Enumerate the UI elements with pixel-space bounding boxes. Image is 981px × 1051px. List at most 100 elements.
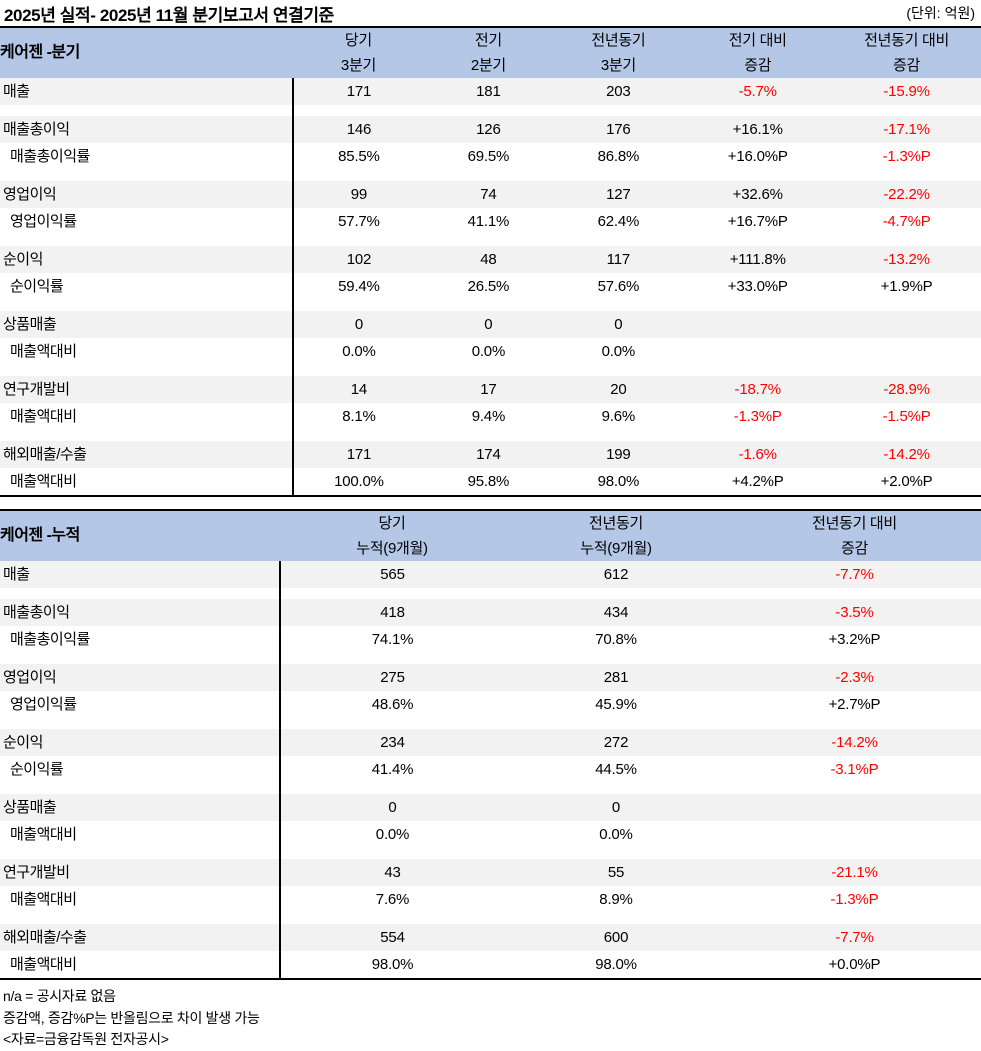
row-value: 70.8% <box>504 626 728 653</box>
row-spacer-label-cell <box>0 235 295 246</box>
row-value: 176 <box>553 116 684 143</box>
row-value: 117 <box>553 246 684 273</box>
table-spacer <box>0 497 981 509</box>
row-spacer-cell <box>423 170 554 181</box>
row-value: 99 <box>293 181 424 208</box>
quarter-col-header-4-line2: 증감 <box>832 53 981 78</box>
row-value: 74.1% <box>280 626 504 653</box>
row-value: 98.0% <box>280 951 504 979</box>
quarter-col-header-3-line1: 전기 대비 <box>683 27 833 53</box>
row-spacer-label-cell <box>0 588 281 599</box>
row-label: 매출액대비 <box>0 951 281 979</box>
row-value: 181 <box>423 78 554 105</box>
row-value: 203 <box>553 78 684 105</box>
row-value: 9.4% <box>423 403 554 430</box>
row-spacer <box>0 430 981 441</box>
row-spacer <box>0 848 981 859</box>
row-value <box>728 794 981 821</box>
cumulative-table-head: 케어젠 -누적 당기 전년동기 전년동기 대비 누적(9개월) 누적(9개월) … <box>0 510 981 561</box>
row-value: 275 <box>280 664 504 691</box>
row-value: 20 <box>553 376 684 403</box>
row-spacer-label-cell <box>0 365 295 376</box>
row-spacer-cell <box>293 105 424 116</box>
row-value: 127 <box>553 181 684 208</box>
row-value: 41.1% <box>423 208 554 235</box>
row-spacer-cell <box>683 430 833 441</box>
row-value: 0 <box>293 311 424 338</box>
row-value: 554 <box>280 924 504 951</box>
row-label: 매출총이익률 <box>0 626 281 653</box>
unit-note: (단위: 억원) <box>906 5 975 21</box>
row-value: +2.0%P <box>832 468 981 496</box>
table-row: 상품매출 0 0 0 <box>0 311 981 338</box>
row-value: 98.0% <box>504 951 728 979</box>
row-value: +32.6% <box>683 181 833 208</box>
row-value: 43 <box>280 859 504 886</box>
row-value: +111.8% <box>683 246 833 273</box>
row-value: -4.7%P <box>832 208 981 235</box>
row-value: 612 <box>504 561 728 588</box>
row-value: 199 <box>553 441 684 468</box>
row-value: 48 <box>423 246 554 273</box>
row-value: -1.6% <box>683 441 833 468</box>
row-value: 565 <box>280 561 504 588</box>
row-value: -14.2% <box>832 441 981 468</box>
row-value: +16.0%P <box>683 143 833 170</box>
row-spacer-cell <box>728 588 981 599</box>
quarter-col-header-2-line1: 전년동기 <box>553 27 684 53</box>
row-label: 매출총이익 <box>0 116 295 143</box>
row-spacer-cell <box>293 300 424 311</box>
quarter-col-header-0-line1: 당기 <box>293 27 424 53</box>
table-row: 연구개발비 14 17 20 -18.7% -28.9% <box>0 376 981 403</box>
row-value: +16.1% <box>683 116 833 143</box>
row-spacer-cell <box>832 365 981 376</box>
row-value: 272 <box>504 729 728 756</box>
row-value: -7.7% <box>728 924 981 951</box>
row-value: -3.5% <box>728 599 981 626</box>
row-label: 매출액대비 <box>0 821 281 848</box>
row-value: 126 <box>423 116 554 143</box>
table-row: 매출총이익 146 126 176 +16.1% -17.1% <box>0 116 981 143</box>
cumulative-col-header-1-line2: 누적(9개월) <box>504 536 728 561</box>
row-spacer <box>0 783 981 794</box>
cumulative-col-header-2-line2: 증감 <box>728 536 981 561</box>
row-spacer <box>0 913 981 924</box>
row-value: 0.0% <box>280 821 504 848</box>
row-spacer <box>0 653 981 664</box>
table-row: 매출액대비 8.1% 9.4% 9.6% -1.3%P -1.5%P <box>0 403 981 430</box>
row-value: 8.9% <box>504 886 728 913</box>
cumulative-col-header-1-line1: 전년동기 <box>504 510 728 536</box>
row-value: 0.0% <box>504 821 728 848</box>
row-spacer-cell <box>280 848 504 859</box>
row-spacer-cell <box>832 300 981 311</box>
row-spacer-cell <box>728 653 981 664</box>
row-value: 0 <box>553 311 684 338</box>
table-row: 매출액대비 100.0% 95.8% 98.0% +4.2%P +2.0%P <box>0 468 981 496</box>
row-label: 영업이익 <box>0 181 295 208</box>
row-spacer-cell <box>293 170 424 181</box>
row-value: +3.2%P <box>728 626 981 653</box>
table-row: 매출 171 181 203 -5.7% -15.9% <box>0 78 981 105</box>
row-value: 45.9% <box>504 691 728 718</box>
row-spacer-cell <box>280 783 504 794</box>
row-spacer-cell <box>728 913 981 924</box>
cumulative-header-row-2: 누적(9개월) 누적(9개월) 증감 <box>0 536 981 561</box>
row-label: 매출액대비 <box>0 403 295 430</box>
row-spacer <box>0 170 981 181</box>
row-value: 85.5% <box>293 143 424 170</box>
row-value: 62.4% <box>553 208 684 235</box>
row-spacer-cell <box>832 235 981 246</box>
row-spacer-cell <box>293 235 424 246</box>
row-label: 매출액대비 <box>0 886 281 913</box>
row-spacer-cell <box>728 783 981 794</box>
row-spacer-label-cell <box>0 718 281 729</box>
row-value: 48.6% <box>280 691 504 718</box>
row-spacer-cell <box>728 718 981 729</box>
row-spacer-cell <box>553 365 684 376</box>
row-value: -28.9% <box>832 376 981 403</box>
row-value: 8.1% <box>293 403 424 430</box>
row-value: -3.1%P <box>728 756 981 783</box>
row-value: 0.0% <box>553 338 684 365</box>
quarter-col-header-3-line2: 증감 <box>683 53 833 78</box>
table-row: 영업이익률 48.6% 45.9% +2.7%P <box>0 691 981 718</box>
